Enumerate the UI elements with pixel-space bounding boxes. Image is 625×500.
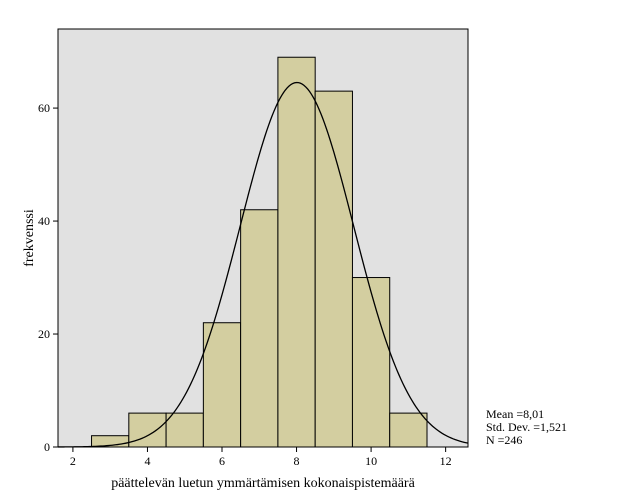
x-tick-label: 2 bbox=[70, 454, 76, 468]
histogram-bar-6 bbox=[277, 56, 316, 448]
x-axis-title: päättelevän luetun ymmärtämisen kokonais… bbox=[111, 476, 415, 491]
histogram-bar-7 bbox=[314, 90, 353, 448]
histogram-bar-8 bbox=[351, 277, 391, 448]
histogram-bar-9 bbox=[389, 412, 428, 448]
y-tick-label: 40 bbox=[38, 214, 50, 228]
stats-box: Mean =8,01 Std. Dev. =1,521 N =246 bbox=[486, 407, 567, 447]
x-tick-label: 12 bbox=[440, 454, 452, 468]
y-tick-label: 20 bbox=[38, 327, 50, 341]
histogram-bar-2 bbox=[128, 412, 167, 448]
x-tick-label: 4 bbox=[144, 454, 150, 468]
histogram-bar-4 bbox=[202, 322, 242, 448]
x-tick-label: 6 bbox=[219, 454, 225, 468]
y-tick-label: 60 bbox=[38, 101, 50, 115]
histogram-bar-3 bbox=[165, 412, 204, 448]
y-axis: 0 20 40 60 bbox=[38, 101, 58, 454]
stats-mean: Mean =8,01 bbox=[486, 407, 544, 421]
y-axis-title: frekvenssi bbox=[22, 209, 37, 267]
stats-std-dev: Std. Dev. =1,521 bbox=[486, 420, 567, 434]
stats-n: N =246 bbox=[486, 433, 522, 447]
histogram-bar-5 bbox=[240, 209, 279, 448]
x-tick-label: 10 bbox=[365, 454, 377, 468]
normal-curve bbox=[57, 81, 469, 448]
x-axis: 2 4 6 8 10 12 bbox=[70, 447, 452, 468]
x-tick-label: 8 bbox=[294, 454, 300, 468]
y-tick-label: 0 bbox=[44, 440, 50, 454]
